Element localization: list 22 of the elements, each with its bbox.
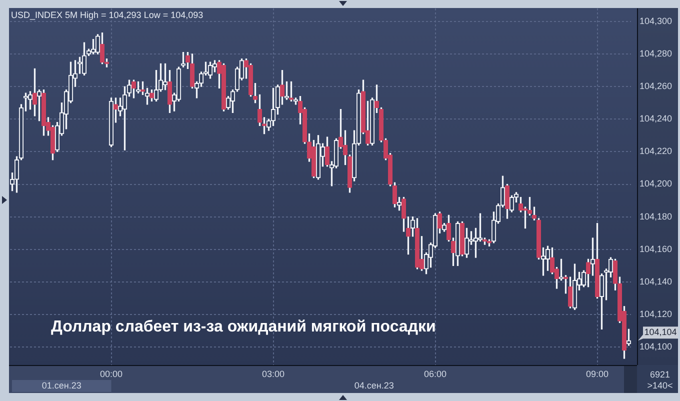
y-tick-label: 104,140 [639,276,672,286]
y-tick-label: 104,240 [639,114,672,124]
text: >140< [647,380,673,390]
y-tick-label: 104,160 [639,244,672,254]
y-tick-label: 104,280 [639,48,672,58]
y-tick-label: 104,300 [639,16,672,26]
x-tick-label: 06:00 [424,368,447,379]
text: 04.сен.23 [354,380,394,390]
y-tick-label: 104,120 [639,309,672,320]
y-tick-label: 104,220 [639,146,672,156]
y-tick-label: 104,180 [639,211,672,222]
text: 01.сен.23 [42,380,82,390]
text: 6921 [650,369,670,380]
chart-title: USD_INDEX 5M High = 104,293 Low = 104,093 [11,10,204,20]
x-tick-label: 00:00 [100,368,123,379]
x-tick-label: 09:00 [586,368,609,379]
y-tick-label: 104,100 [639,342,672,352]
annotation: Доллар слабеет из-за ожиданий мягкой посадки [51,318,436,336]
x-tick-label: 03:00 [262,368,285,379]
text: 104,104 [644,327,677,338]
y-tick-label: 104,200 [639,178,672,189]
y-tick-label: 104,260 [639,81,672,92]
